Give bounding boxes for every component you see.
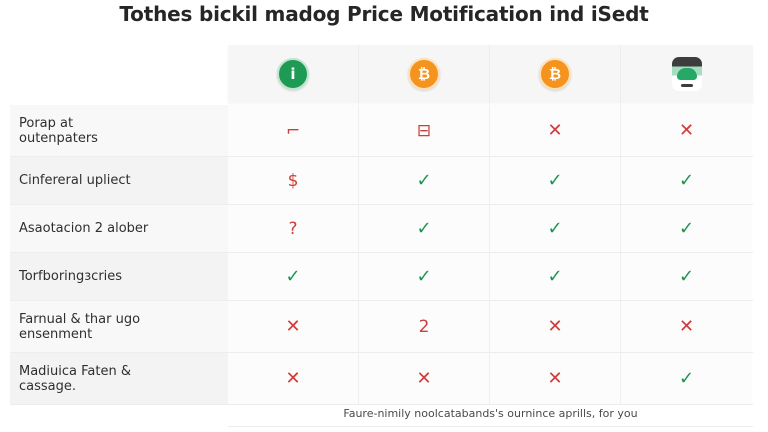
cross-icon: ✕ [285, 316, 301, 337]
table-row: Madiuica Faten & cassage. ✕ ✕ ✕ ✓ [10, 353, 753, 405]
table-cell: ✓ [359, 205, 490, 252]
check-icon: ✓ [416, 218, 432, 239]
row-label: Madiuica Faten & cassage. [10, 353, 228, 404]
table-cell: ✓ [359, 253, 490, 300]
table-cell: ⊟ [359, 105, 490, 156]
cross-icon: ✕ [547, 120, 563, 141]
table-cell: ✓ [359, 157, 490, 204]
row-label-text: Farnual & thar ugo ensenment [19, 311, 141, 342]
bitcoin-icon: ₿ [408, 58, 440, 90]
table-cell: ✕ [490, 105, 621, 156]
row-label-text: Porap at outenpaters [19, 115, 98, 146]
symbol-icon: ? [288, 218, 298, 239]
column-header-bitcoin-2[interactable]: ₿ [490, 45, 621, 103]
table-cell: ✕ [228, 353, 359, 404]
column-header-green-coin[interactable]: i [228, 45, 359, 103]
table-cell: $ [228, 157, 359, 204]
table-cell: ✓ [228, 253, 359, 300]
row-label: Torfboringзcries [10, 253, 228, 300]
column-header-app[interactable] [621, 45, 752, 103]
column-header-bitcoin-1[interactable]: ₿ [359, 45, 490, 103]
symbol-icon: ⊟ [416, 120, 432, 141]
row-label-text: Torfboringзcries [19, 269, 123, 284]
row-label-text: Cinfereral upliect [19, 173, 131, 188]
table-cell: ⌐ [228, 105, 359, 156]
table-header: i ₿ ₿ [228, 45, 753, 103]
table-cell: ✕ [359, 353, 490, 404]
bitcoin-icon: ₿ [539, 58, 571, 90]
table-row: Asaotacion 2 alober? ✓ ✓ ✓ [10, 205, 753, 253]
cross-icon: ✕ [547, 368, 563, 389]
footer-caption: Faure-nimily noolcatabands's ournince ap… [228, 402, 753, 427]
row-label-text: Asaotacion 2 alober [19, 221, 149, 236]
info-coin-icon: i [277, 58, 309, 90]
check-icon: ✓ [547, 170, 563, 191]
check-icon: ✓ [547, 218, 563, 239]
table-cell: ✓ [490, 253, 621, 300]
check-icon: ✓ [678, 368, 695, 389]
table-cell: ✕ [228, 301, 359, 352]
check-icon: ✓ [416, 266, 432, 287]
cross-icon: ✕ [678, 120, 695, 141]
table-cell: ✓ [490, 157, 621, 204]
table-cell: ✓ [621, 205, 752, 252]
row-label-text: Madiuica Faten & cassage. [19, 363, 131, 394]
row-label: Asaotacion 2 alober [10, 205, 228, 252]
cross-icon: ✕ [547, 316, 563, 337]
table-row: Porap at outenpaters ⌐ ⊟ ✕ ✕ [10, 105, 753, 157]
row-label: Cinfereral upliect [10, 157, 228, 204]
symbol-icon: $ [287, 170, 299, 191]
check-icon: ✓ [285, 266, 301, 287]
row-label: Porap at outenpaters [10, 105, 228, 156]
table-cell: ✓ [490, 205, 621, 252]
table-cell: ✓ [621, 253, 752, 300]
symbol-icon: ⌐ [285, 120, 301, 141]
table-cell: ✕ [621, 301, 752, 352]
row-label: Farnual & thar ugo ensenment [10, 301, 228, 352]
table-cell: ✕ [621, 105, 752, 156]
cross-icon: ✕ [416, 368, 432, 389]
table-body: Porap at outenpaters ⌐ ⊟ ✕ ✕ Cinfereral uplie… [10, 105, 753, 405]
check-icon: ✓ [678, 266, 695, 287]
table-cell: ? [228, 205, 359, 252]
comparison-table: i ₿ ₿ Porap at outenpaters ⌐ ⊟ ✕ ✕ Cinfereral… [10, 45, 753, 405]
check-icon: ✓ [678, 218, 695, 239]
check-icon: ✓ [678, 170, 695, 191]
cross-icon: ✕ [678, 316, 695, 337]
table-row: Farnual & thar ugo ensenment ✕ 2 ✕ ✕ [10, 301, 753, 353]
table-row: Torfboringзcries ✓ ✓ ✓ ✓ [10, 253, 753, 301]
table-cell: ✓ [621, 353, 752, 404]
table-cell: 2 [359, 301, 490, 352]
check-icon: ✓ [416, 170, 432, 191]
table-cell: ✓ [621, 157, 752, 204]
page-title: Tothes bickil madog Price Motification i… [119, 2, 649, 26]
app-logo-icon [671, 57, 702, 91]
table-cell: ✕ [490, 353, 621, 404]
symbol-icon: 2 [418, 316, 430, 337]
table-cell: ✕ [490, 301, 621, 352]
cross-icon: ✕ [285, 368, 301, 389]
table-row: Cinfereral upliect $ ✓ ✓ ✓ [10, 157, 753, 205]
check-icon: ✓ [547, 266, 563, 287]
